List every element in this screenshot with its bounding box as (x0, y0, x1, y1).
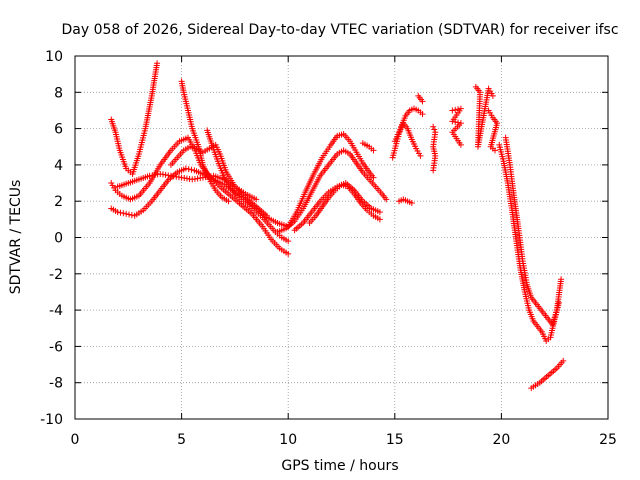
chart-title: Day 058 of 2026, Sidereal Day-to-day VTE… (61, 22, 618, 38)
data-point (182, 165, 189, 172)
series-arc-k (306, 181, 383, 226)
x-tick-label: 10 (279, 432, 297, 448)
y-tick-label: 8 (54, 85, 63, 101)
y-tick-label: 0 (54, 231, 63, 247)
x-tick-label: 15 (386, 432, 404, 448)
data-point (225, 198, 232, 205)
series-arc-e (167, 141, 270, 219)
y-axis-label: SDTVAR / TECUs (8, 180, 24, 295)
data-point (185, 166, 192, 173)
series-arc-w (528, 357, 567, 392)
data-series (108, 60, 567, 392)
x-tick-label: 5 (177, 432, 186, 448)
series-arc-v (502, 134, 565, 328)
data-point (114, 209, 121, 216)
data-point (419, 98, 426, 105)
data-point (285, 238, 292, 245)
data-point (452, 118, 459, 125)
data-point (383, 196, 390, 203)
data-point (117, 209, 124, 216)
series-arc-p (415, 92, 426, 105)
series-arc-o (396, 196, 415, 207)
data-point (419, 111, 426, 118)
data-point (449, 118, 456, 125)
data-point (430, 167, 437, 174)
data-point (452, 106, 459, 113)
data-point (126, 211, 133, 218)
series-arc-i (285, 131, 377, 230)
series-arc-r (449, 105, 464, 148)
series-arc-s (472, 83, 496, 150)
data-point (492, 147, 499, 154)
data-point (558, 276, 565, 283)
series-arc-q (430, 123, 439, 174)
data-point (285, 250, 292, 257)
y-tick-label: -8 (49, 376, 63, 392)
grid-lines (75, 56, 608, 419)
series-arc-f (178, 78, 232, 205)
x-tick-label: 0 (71, 432, 80, 448)
data-point (560, 357, 567, 364)
series-arc-a (108, 60, 161, 177)
series-arc-u (496, 141, 562, 344)
x-tick-label: 25 (599, 432, 617, 448)
y-tick-label: -4 (49, 303, 63, 319)
series-arc-n (391, 120, 424, 159)
data-point (263, 212, 270, 219)
axis-ticks: 0 5 10 15 20 25 -10 -8 -6 -4 -2 0 2 4 6 8 10 (40, 49, 617, 448)
x-tick-label: 20 (492, 432, 510, 448)
data-point (449, 107, 456, 114)
y-tick-label: -10 (40, 412, 63, 428)
y-tick-label: -6 (49, 339, 63, 355)
y-tick-label: 2 (54, 194, 63, 210)
data-point (376, 209, 383, 216)
series-arc-l (359, 140, 377, 154)
data-point (370, 147, 377, 154)
series-arc-t (485, 107, 501, 154)
data-point (188, 166, 195, 173)
data-point (408, 200, 415, 207)
data-point (120, 210, 127, 217)
y-tick-label: 10 (45, 49, 63, 65)
data-point (123, 210, 130, 217)
x-axis-label: GPS time / hours (281, 458, 398, 474)
data-point (457, 141, 464, 148)
data-point (128, 212, 135, 219)
series-arc-h (274, 147, 390, 236)
data-point (154, 60, 161, 67)
data-point (253, 196, 260, 203)
data-point (430, 123, 437, 130)
data-point (370, 174, 377, 181)
data-point (489, 92, 496, 99)
data-point (431, 126, 438, 133)
y-tick-label: 4 (54, 158, 63, 174)
data-point (417, 152, 424, 159)
y-tick-label: 6 (54, 122, 63, 138)
y-tick-label: -2 (49, 267, 63, 283)
data-point (376, 216, 383, 223)
